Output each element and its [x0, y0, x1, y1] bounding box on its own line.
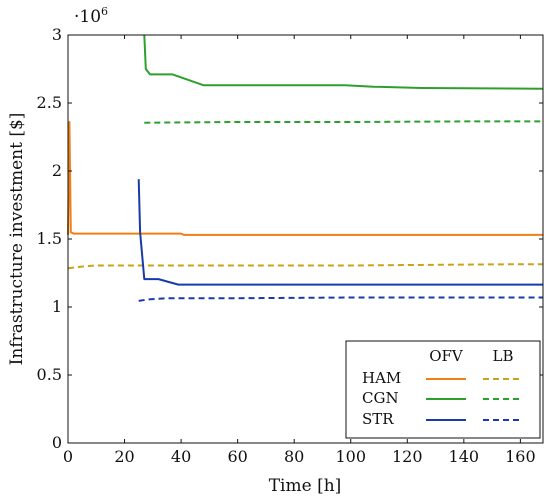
y-tick-label: 1.5: [37, 229, 62, 248]
x-tick-label: 160: [505, 447, 536, 466]
legend-row-ham: HAM: [362, 369, 401, 387]
series-line-ham-ofv: [67, 121, 543, 236]
legend-col-ofv: OFV: [429, 347, 464, 365]
legend: OFV LB HAM CGN STR: [345, 340, 541, 439]
legend-col-lb: LB: [493, 347, 514, 365]
legend-swatches: [426, 378, 523, 421]
x-tick-label: 100: [335, 447, 366, 466]
x-axis-ticks: 0 20 40 60 80 100 120 140 160: [63, 35, 536, 466]
x-tick-label: 40: [171, 447, 191, 466]
x-tick-label: 60: [227, 447, 247, 466]
x-tick-label: 20: [114, 447, 134, 466]
legend-row-str: STR: [362, 410, 394, 428]
x-tick-label: 140: [449, 447, 480, 466]
series-line-str-ofv: [137, 179, 543, 286]
x-tick-label: 120: [392, 447, 423, 466]
y-tick-label: 2.5: [37, 93, 62, 112]
y-tick-label: 3: [52, 25, 62, 44]
x-tick-label: 80: [284, 447, 304, 466]
y-multiplier: ·106: [74, 5, 108, 27]
y-tick-label: 0: [52, 433, 62, 452]
y-tick-label: 2: [52, 161, 62, 180]
series-layer: [67, 34, 544, 302]
y-tick-label: 1: [52, 297, 62, 316]
y-axis-ticks: 0 0.5 1 1.5 2 2.5 3: [37, 25, 543, 452]
series-line-cgn-lb: [144, 120, 543, 124]
series-line-cgn-ofv: [143, 34, 544, 90]
x-axis-label: Time [h]: [269, 476, 342, 496]
y-tick-label: 0.5: [37, 365, 62, 384]
x-tick-label: 0: [63, 447, 73, 466]
legend-box: [345, 340, 541, 439]
legend-row-cgn: CGN: [362, 389, 399, 407]
series-line-str-lb: [138, 296, 543, 302]
series-line-ham-lb: [67, 263, 543, 270]
y-axis-label: Infrastructure investment [$]: [7, 113, 27, 366]
y-multiplier-base: ·10: [74, 7, 101, 27]
y-multiplier-exponent: 6: [101, 5, 108, 18]
